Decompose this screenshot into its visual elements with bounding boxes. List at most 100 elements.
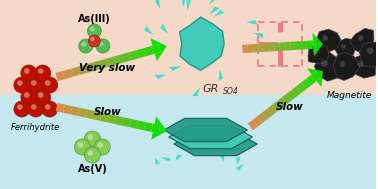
- Text: Very slow: Very slow: [79, 63, 135, 73]
- FancyArrow shape: [262, 109, 272, 119]
- Polygon shape: [316, 29, 341, 52]
- FancyArrow shape: [115, 116, 124, 125]
- FancyArrow shape: [267, 105, 277, 115]
- FancyArrow shape: [313, 33, 323, 57]
- FancyArrow shape: [129, 50, 139, 60]
- Circle shape: [31, 80, 37, 86]
- Polygon shape: [350, 28, 374, 53]
- Polygon shape: [145, 26, 153, 35]
- Text: Ferrihydrite: Ferrihydrite: [11, 122, 60, 132]
- FancyArrow shape: [93, 111, 102, 121]
- FancyArrow shape: [114, 54, 124, 64]
- FancyArrow shape: [151, 44, 161, 54]
- Polygon shape: [161, 158, 170, 162]
- FancyArrow shape: [285, 42, 291, 50]
- FancyArrow shape: [277, 98, 287, 108]
- Circle shape: [35, 65, 51, 81]
- Circle shape: [78, 142, 83, 148]
- FancyArrow shape: [263, 43, 270, 52]
- Circle shape: [88, 35, 100, 47]
- FancyArrow shape: [280, 42, 285, 51]
- FancyArrow shape: [269, 43, 275, 52]
- Polygon shape: [253, 33, 263, 38]
- Circle shape: [358, 61, 364, 67]
- Polygon shape: [155, 157, 160, 165]
- FancyArrow shape: [242, 44, 248, 53]
- Text: Slow: Slow: [93, 107, 121, 117]
- Circle shape: [96, 39, 110, 53]
- Circle shape: [321, 60, 328, 67]
- FancyArrow shape: [77, 65, 87, 75]
- Circle shape: [42, 77, 57, 93]
- FancyArrow shape: [248, 120, 258, 130]
- Circle shape: [81, 42, 86, 46]
- FancyArrow shape: [122, 117, 131, 127]
- FancyArrow shape: [307, 40, 312, 49]
- Polygon shape: [175, 154, 182, 161]
- Circle shape: [358, 35, 364, 41]
- Circle shape: [42, 101, 57, 117]
- Circle shape: [24, 68, 29, 74]
- FancyArrow shape: [257, 112, 267, 123]
- Circle shape: [90, 37, 94, 41]
- Polygon shape: [155, 75, 166, 79]
- FancyArrow shape: [100, 58, 109, 69]
- Circle shape: [74, 139, 90, 155]
- Circle shape: [313, 49, 318, 54]
- Text: As(V): As(V): [77, 164, 107, 174]
- Bar: [0, 95, 375, 189]
- FancyArrow shape: [287, 90, 296, 101]
- Text: GR: GR: [203, 84, 219, 94]
- FancyArrow shape: [301, 41, 307, 50]
- Polygon shape: [169, 66, 181, 71]
- FancyArrow shape: [107, 114, 116, 124]
- FancyArrow shape: [100, 112, 109, 122]
- FancyArrow shape: [311, 71, 321, 82]
- Polygon shape: [186, 0, 191, 10]
- Circle shape: [21, 89, 37, 105]
- FancyArrow shape: [272, 101, 282, 112]
- Circle shape: [94, 139, 110, 155]
- FancyArrow shape: [151, 124, 160, 133]
- FancyArrow shape: [63, 105, 72, 114]
- Polygon shape: [214, 10, 225, 17]
- Polygon shape: [209, 6, 220, 14]
- Polygon shape: [236, 157, 241, 165]
- Polygon shape: [220, 154, 224, 162]
- Text: SO4: SO4: [223, 88, 238, 97]
- FancyArrow shape: [144, 46, 153, 56]
- Circle shape: [31, 104, 37, 110]
- Circle shape: [38, 68, 43, 74]
- FancyArrow shape: [129, 119, 138, 129]
- Circle shape: [340, 61, 346, 67]
- Polygon shape: [235, 164, 243, 171]
- FancyArrow shape: [85, 63, 94, 73]
- Circle shape: [341, 44, 346, 49]
- Polygon shape: [314, 51, 344, 81]
- FancyArrow shape: [274, 43, 280, 51]
- FancyArrow shape: [107, 57, 116, 67]
- FancyArrow shape: [282, 94, 291, 104]
- Polygon shape: [164, 118, 247, 142]
- Text: Slow: Slow: [276, 102, 304, 112]
- Circle shape: [88, 150, 93, 156]
- FancyArrow shape: [56, 71, 65, 81]
- Circle shape: [45, 80, 51, 86]
- Polygon shape: [218, 69, 223, 81]
- FancyArrow shape: [150, 38, 167, 61]
- Polygon shape: [169, 125, 253, 149]
- Circle shape: [35, 89, 51, 105]
- FancyArrow shape: [63, 69, 73, 79]
- FancyArrow shape: [136, 48, 146, 58]
- Polygon shape: [155, 0, 161, 9]
- FancyArrow shape: [296, 83, 306, 93]
- Circle shape: [28, 101, 44, 117]
- FancyArrow shape: [122, 52, 131, 62]
- Polygon shape: [359, 42, 378, 66]
- Polygon shape: [174, 132, 257, 156]
- FancyArrow shape: [144, 122, 153, 132]
- Circle shape: [98, 142, 103, 148]
- FancyArrow shape: [253, 116, 263, 127]
- Polygon shape: [351, 54, 376, 78]
- Circle shape: [28, 77, 44, 93]
